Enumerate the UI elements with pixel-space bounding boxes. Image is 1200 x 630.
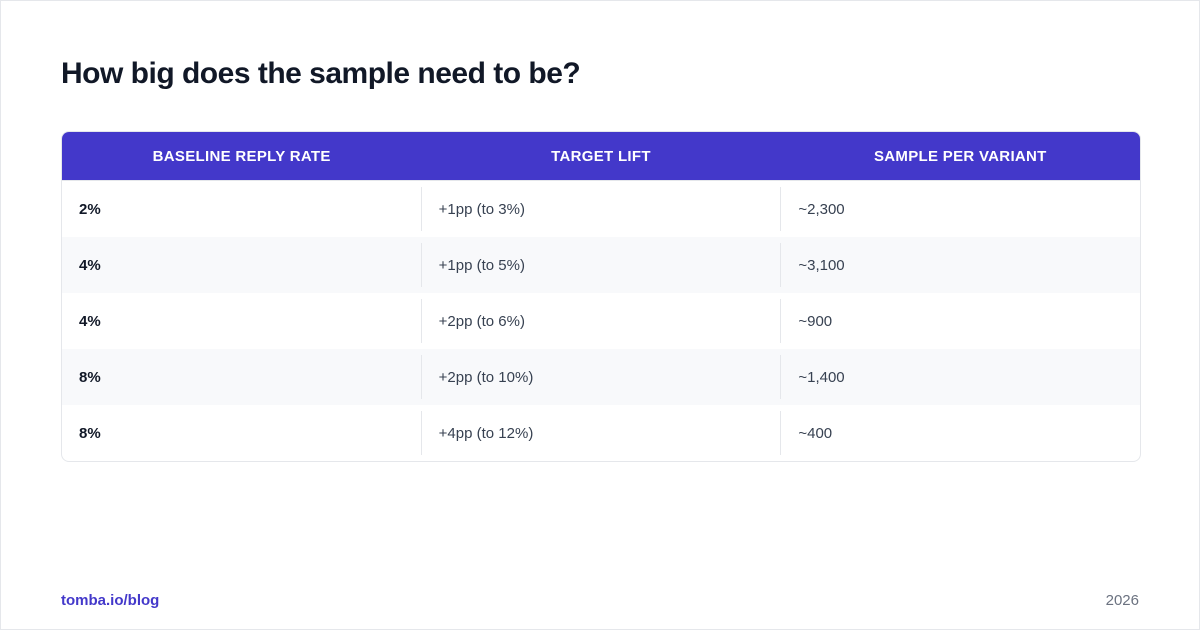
- table-cell: ~1,400: [780, 355, 1140, 399]
- source: tomba.io/blog: [61, 592, 160, 609]
- table-row: 8% +4pp (to 12%) ~400: [62, 405, 1140, 461]
- table-cell: ~2,300: [780, 187, 1140, 231]
- table-cell: +1pp (to 5%): [420, 243, 781, 287]
- table-cell: 4%: [79, 256, 101, 274]
- column-header: TARGET LIFT: [551, 147, 651, 165]
- table-cell: +2pp (to 10%): [420, 355, 781, 399]
- table-cell: +2pp (to 6%): [420, 299, 781, 343]
- table-header: BASELINE REPLY RATE TARGET LIFT SAMPLE PER…: [62, 132, 1140, 181]
- table-cell: ~900: [780, 299, 1140, 343]
- table-cell: ~3,100: [780, 243, 1140, 287]
- year: 2026: [1105, 592, 1139, 609]
- column-header: BASELINE REPLY RATE: [152, 147, 331, 165]
- table-cell: +1pp (to 3%): [420, 187, 781, 231]
- table-cell: +4pp (to 12%): [420, 411, 781, 455]
- table-cell: 4%: [79, 312, 101, 330]
- column-header: SAMPLE PER VARIANT: [874, 147, 1047, 165]
- table-cell: ~400: [780, 411, 1140, 455]
- table-row: 2% +1pp (to 3%) ~2,300: [62, 181, 1140, 237]
- title: How big does the sample need to be?: [61, 57, 581, 90]
- table-row: 4% +1pp (to 5%) ~3,100: [62, 237, 1140, 293]
- table-cell: 2%: [79, 200, 101, 218]
- table-row: 4% +2pp (to 6%) ~900: [62, 293, 1140, 349]
- table-cell: 8%: [79, 424, 101, 442]
- table-cell: 8%: [79, 368, 101, 386]
- table: BASELINE REPLY RATE TARGET LIFT SAMPLE PER…: [61, 131, 1141, 462]
- table-row: 8% +2pp (to 10%) ~1,400: [62, 349, 1140, 405]
